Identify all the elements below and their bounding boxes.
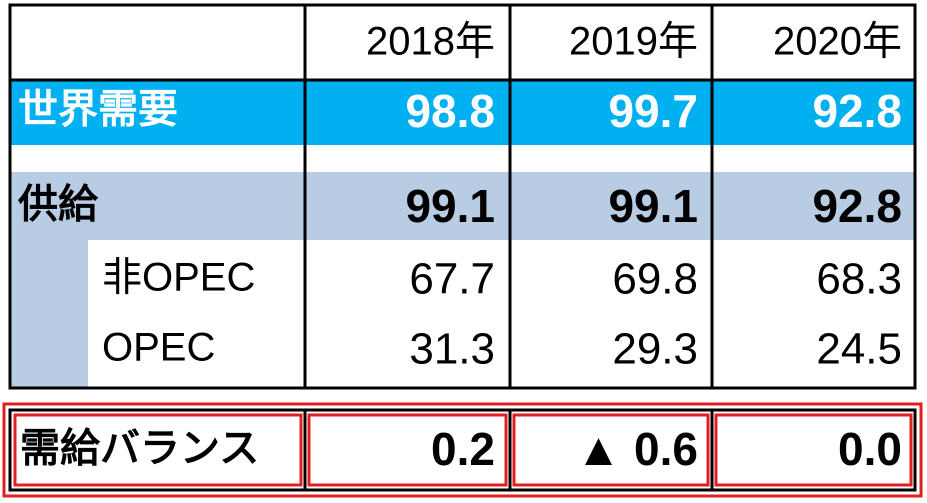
cell: 29.3 <box>612 325 698 374</box>
cell: 0.0 <box>838 423 902 475</box>
cell: 67.7 <box>409 255 495 304</box>
row-label: 供給 <box>18 183 99 227</box>
cell: 92.8 <box>812 85 902 137</box>
column-header: 2019年 <box>569 20 698 64</box>
row-label: 非OPEC <box>102 256 255 300</box>
balance-highlight <box>2 402 923 498</box>
cell: 69.8 <box>612 255 698 304</box>
supply-row-bg <box>10 172 915 240</box>
cell: 99.7 <box>608 85 698 137</box>
cell: 24.5 <box>816 325 902 374</box>
cell: 68.3 <box>816 255 902 304</box>
cell: 31.3 <box>409 325 495 374</box>
cell: 99.1 <box>405 180 495 232</box>
indent-bg <box>10 240 88 388</box>
cell: 99.1 <box>608 180 698 232</box>
row-label: 需給バランス <box>20 427 259 471</box>
column-header: 2018年 <box>366 20 495 64</box>
demand-row-bg <box>10 80 915 145</box>
cell: 0.2 <box>431 423 495 475</box>
cell: 92.8 <box>812 180 902 232</box>
row-label: OPEC <box>102 326 215 370</box>
cell: ▲ 0.6 <box>576 423 698 475</box>
column-header: 2020年 <box>773 20 902 64</box>
grid <box>8 3 917 492</box>
row-label: 世界需要 <box>18 88 178 132</box>
cell: 98.8 <box>405 85 495 137</box>
